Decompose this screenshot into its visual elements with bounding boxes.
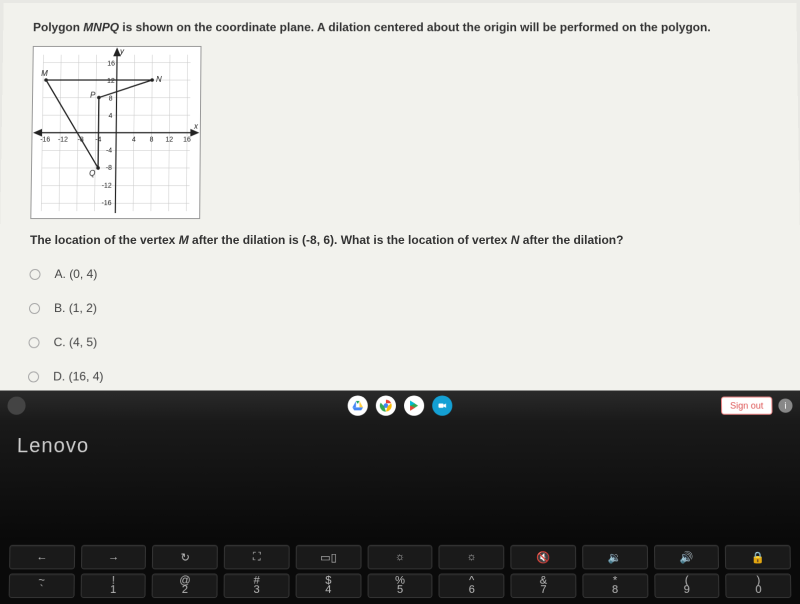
camera-icon[interactable] — [432, 396, 452, 416]
key-vol-down[interactable]: 🔉 — [582, 545, 648, 570]
option-letter: B. — [54, 301, 66, 315]
key-1[interactable]: !1 — [80, 573, 146, 598]
coordinate-plane-graph: -16-12-8-4 481216 481216 -4-8-12-16 y x … — [30, 46, 201, 219]
svg-text:-12: -12 — [102, 183, 112, 190]
svg-text:4: 4 — [109, 113, 113, 120]
svg-text:12: 12 — [107, 78, 115, 85]
answer-options: A. (0, 4) B. (1, 2) C. (4, 5) D. (16, 4) — [28, 257, 772, 394]
option-letter: D. — [53, 369, 65, 383]
option-d[interactable]: D. (16, 4) — [28, 359, 772, 393]
svg-text:-12: -12 — [58, 137, 68, 144]
keyboard-row-2: ~` !1 @2 #3 $4 %5 ^6 &7 *8 (9 )0 — [9, 573, 792, 598]
keyboard-row-1: ← → ↻ ⛶ ▭▯ ☼ ☼ 🔇 🔉 🔊 🔒 — [9, 545, 791, 570]
svg-text:8: 8 — [150, 137, 154, 144]
option-b[interactable]: B. (1, 2) — [29, 291, 771, 325]
option-value: (1, 2) — [69, 301, 97, 315]
key-bright-down[interactable]: ☼ — [367, 545, 433, 570]
key-5[interactable]: %5 — [367, 573, 433, 598]
radio-icon — [29, 302, 40, 313]
taskbar: Sign out i — [0, 391, 800, 421]
svg-text:M: M — [41, 69, 48, 78]
svg-text:P: P — [90, 91, 96, 100]
quiz-screen: Polygon MNPQ is shown on the coordinate … — [0, 3, 800, 421]
key-4[interactable]: $4 — [296, 573, 362, 598]
key-0[interactable]: )0 — [726, 573, 792, 598]
key-6[interactable]: ^6 — [439, 573, 505, 598]
key-3[interactable]: #3 — [224, 573, 290, 598]
svg-text:-16: -16 — [101, 200, 111, 207]
svg-text:-16: -16 — [40, 137, 50, 144]
key-7[interactable]: &7 — [511, 573, 577, 598]
key-overview[interactable]: ▭▯ — [296, 545, 362, 570]
play-icon[interactable] — [404, 396, 424, 416]
key-fullscreen[interactable]: ⛶ — [224, 545, 290, 570]
option-letter: A. — [54, 267, 66, 281]
svg-text:12: 12 — [165, 137, 173, 144]
radio-icon — [28, 337, 39, 348]
key-2[interactable]: @2 — [152, 573, 218, 598]
option-a[interactable]: A. (0, 4) — [29, 257, 770, 291]
svg-text:x: x — [193, 122, 199, 131]
fu-prefix: The location of the vertex — [30, 233, 179, 247]
graph-svg: -16-12-8-4 481216 481216 -4-8-12-16 y x … — [31, 47, 200, 218]
drive-icon[interactable] — [348, 396, 368, 416]
option-value: (16, 4) — [69, 369, 104, 383]
svg-text:16: 16 — [183, 137, 191, 144]
option-value: (0, 4) — [69, 267, 97, 281]
signout-button[interactable]: Sign out — [721, 397, 773, 415]
q-polygon-name: MNPQ — [83, 20, 119, 34]
svg-text:N: N — [156, 75, 162, 84]
svg-text:4: 4 — [132, 137, 136, 144]
dock — [348, 396, 453, 416]
radio-icon — [28, 371, 39, 382]
option-value: (4, 5) — [69, 335, 97, 349]
key-forward[interactable]: → — [81, 545, 147, 570]
info-icon[interactable]: i — [778, 399, 792, 413]
key-grave[interactable]: ~` — [9, 573, 75, 598]
q-rest: is shown on the coordinate plane. A dila… — [119, 20, 711, 34]
radio-icon — [29, 268, 40, 279]
svg-text:16: 16 — [107, 60, 115, 67]
fu-m: M — [179, 233, 189, 247]
key-mute[interactable]: 🔇 — [510, 545, 576, 570]
keyboard: ← → ↻ ⛶ ▭▯ ☼ ☼ 🔇 🔉 🔊 🔒 ~` !1 @2 #3 $4 %5… — [0, 541, 800, 604]
chrome-icon[interactable] — [376, 396, 396, 416]
option-c[interactable]: C. (4, 5) — [28, 325, 771, 359]
key-lock[interactable]: 🔒 — [725, 545, 791, 570]
key-back[interactable]: ← — [9, 545, 75, 570]
fu-suffix: after the dilation? — [519, 233, 623, 247]
key-vol-up[interactable]: 🔊 — [654, 545, 720, 570]
svg-text:-4: -4 — [106, 147, 112, 154]
key-refresh[interactable]: ↻ — [152, 545, 218, 570]
key-9[interactable]: (9 — [654, 573, 720, 598]
key-8[interactable]: *8 — [582, 573, 648, 598]
launcher-button[interactable] — [7, 397, 25, 415]
q-prefix: Polygon — [33, 20, 83, 34]
svg-text:-8: -8 — [106, 165, 112, 172]
svg-text:Q: Q — [89, 169, 95, 178]
question-text: Polygon MNPQ is shown on the coordinate … — [33, 20, 767, 34]
brand-label: Lenovo — [0, 421, 800, 458]
key-bright-up[interactable]: ☼ — [439, 545, 505, 570]
followup-text: The location of the vertex M after the d… — [30, 233, 770, 247]
option-letter: C. — [54, 335, 66, 349]
fu-mid: after the dilation is (-8, 6). What is t… — [189, 233, 511, 247]
svg-text:8: 8 — [109, 96, 113, 103]
svg-text:y: y — [119, 47, 125, 56]
laptop-bezel: Lenovo ← → ↻ ⛶ ▭▯ ☼ ☼ 🔇 🔉 🔊 🔒 ~` !1 @2 #… — [0, 421, 800, 604]
